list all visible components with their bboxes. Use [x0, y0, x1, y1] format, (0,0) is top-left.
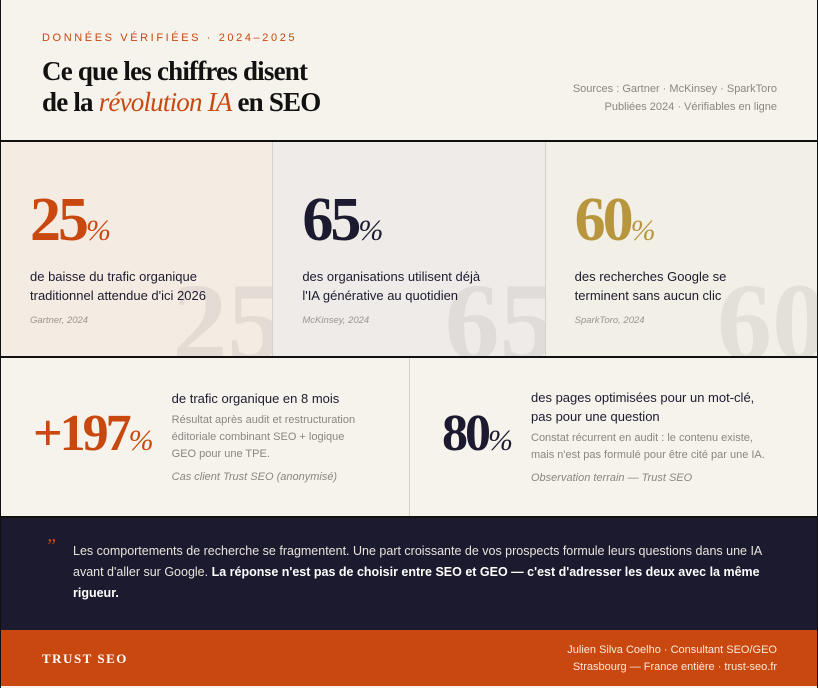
case-number: 80 — [442, 404, 491, 462]
stat-number: 60 — [574, 186, 634, 254]
stat-number: 65 — [302, 186, 361, 254]
case-card: 80% des pages optimisées pour un mot-clé… — [409, 358, 817, 516]
case-card: +197% de trafic organique en 8 mois Résu… — [1, 358, 409, 516]
case-text: Constat récurrent en audit : le contenu … — [531, 431, 765, 461]
quote-emphasis: La réponse n'est pas de choisir entre SE… — [73, 565, 760, 600]
ghost-number: 65 — [444, 261, 545, 356]
quote-block: ” Les comportements de recherche se frag… — [1, 518, 817, 630]
stat-description: des recherches Google se terminent sans … — [574, 269, 727, 303]
case-text: Résultat après audit et restructuration … — [171, 413, 356, 460]
stat-unit: % — [86, 214, 111, 247]
case-source: Cas client Trust SEO (anonymisé) — [171, 470, 338, 483]
sources: Sources : Gartner · McKinsey · SparkToro… — [573, 80, 777, 116]
case-number: +197 — [33, 404, 132, 462]
case-unit: % — [488, 423, 513, 457]
page-title: Ce que les chiffres disent de la révolut… — [42, 56, 321, 118]
sources-line1: Sources : Gartner · McKinsey · SparkToro — [572, 83, 777, 95]
stat-card: 25 25% de baisse du trafic organique tra… — [1, 142, 273, 356]
ghost-number: 25 — [172, 261, 273, 356]
sources-line2: Publiées 2024 · Vérifiables en ligne — [604, 101, 777, 113]
header: DONNÉES VÉRIFIÉES · 2024–2025 Ce que les… — [1, 0, 817, 142]
case-title: de trafic organique en 8 mois — [171, 390, 340, 406]
stat-value: 60% — [575, 188, 789, 263]
footer-credits: Julien Silva Coelho · Consultant SEO/GEO… — [567, 642, 777, 676]
case-title: des pages optimisées pour un mot-clé, pa… — [531, 389, 755, 424]
case-value: 80% — [442, 402, 513, 473]
stat-source: Gartner, 2024 — [30, 315, 89, 326]
brand-logo: TRUST SEO — [42, 651, 128, 666]
stat-value: 25% — [30, 188, 244, 263]
ghost-number: 60 — [716, 261, 817, 356]
title-line1: Ce que les chiffres disent — [42, 56, 308, 86]
footer: TRUST SEO Julien Silva Coelho · Consulta… — [1, 630, 817, 686]
title-emphasis: révolution IA — [98, 87, 233, 117]
cases-row: +197% de trafic organique en 8 mois Résu… — [1, 358, 817, 518]
case-body: des pages optimisées pour un mot-clé, pa… — [531, 388, 776, 487]
footer-location: Strasbourg — France entière · trust-seo.… — [572, 661, 777, 673]
stat-source: SparkToro, 2024 — [574, 315, 645, 326]
stat-unit: % — [358, 214, 384, 247]
case-body: de trafic organique en 8 mois Résultat a… — [172, 389, 362, 486]
stats-row: 25 25% de baisse du trafic organique tra… — [1, 142, 817, 358]
quote-text: Les comportements de recherche se fragme… — [73, 544, 762, 579]
stat-description: de baisse du trafic organique traditionn… — [30, 269, 206, 303]
eyebrow: DONNÉES VÉRIFIÉES · 2024–2025 — [42, 32, 298, 44]
stat-card: 65 65% des organisations utilisent déjà … — [272, 142, 545, 356]
case-source: Observation terrain — Trust SEO — [531, 471, 693, 484]
stat-number: 25 — [30, 186, 89, 254]
case-unit: % — [128, 423, 154, 457]
stat-source: McKinsey, 2024 — [302, 315, 370, 326]
stat-description: des organisations utilisent déjà l'IA gé… — [302, 269, 481, 303]
stat-value: 65% — [302, 188, 516, 263]
title-line2: de la révolution IA en SEO — [42, 87, 321, 118]
footer-author: Julien Silva Coelho · Consultant SEO/GEO — [567, 644, 777, 656]
title-post: en SEO — [231, 87, 321, 117]
stat-unit: % — [630, 214, 656, 247]
title-pre: de la — [42, 87, 99, 117]
case-value: +197% — [33, 402, 154, 473]
quote-mark-icon: ” — [45, 535, 57, 557]
stat-card: 60 60% des recherches Google se terminen… — [544, 142, 817, 356]
